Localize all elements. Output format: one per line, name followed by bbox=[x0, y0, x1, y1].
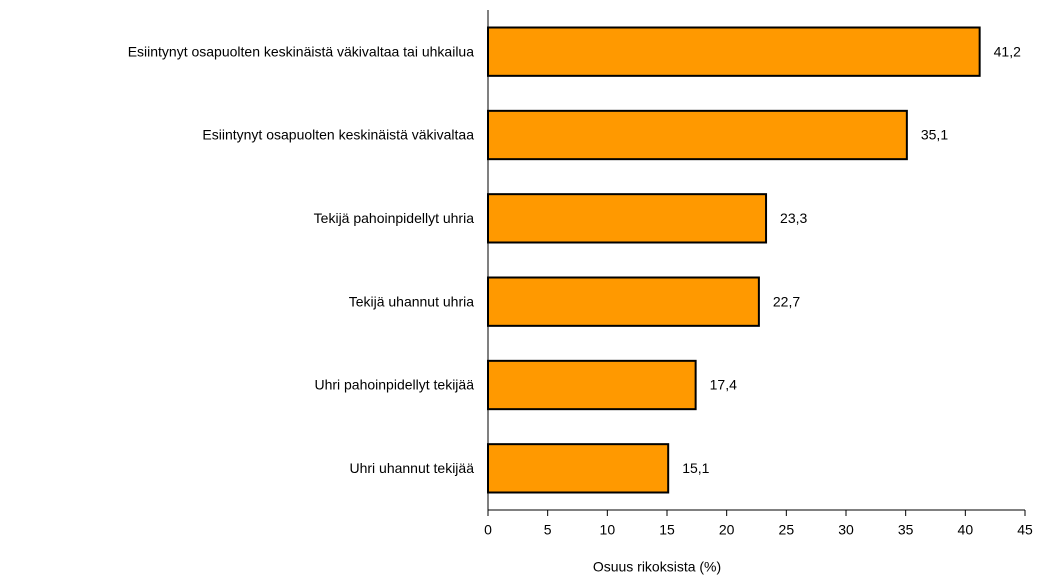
value-label: 23,3 bbox=[780, 210, 807, 226]
value-label: 15,1 bbox=[682, 460, 709, 476]
x-tick-label: 5 bbox=[544, 522, 552, 538]
x-tick-label: 0 bbox=[484, 522, 492, 538]
y-tick-label: Uhri uhannut tekijää bbox=[349, 460, 474, 476]
value-label: 35,1 bbox=[921, 127, 948, 143]
value-label: 22,7 bbox=[773, 293, 800, 309]
x-tick-label: 30 bbox=[838, 522, 854, 538]
value-label: 41,2 bbox=[994, 43, 1021, 59]
bar bbox=[487, 109, 908, 161]
value-label: 17,4 bbox=[710, 377, 737, 393]
x-tick-label: 20 bbox=[719, 522, 735, 538]
x-tick-label: 45 bbox=[1017, 522, 1033, 538]
bar bbox=[487, 276, 760, 327]
x-tick-label: 10 bbox=[600, 522, 616, 538]
y-tick-label: Tekijä uhannut uhria bbox=[349, 293, 475, 309]
y-tick-label: Tekijä pahoinpidellyt uhria bbox=[314, 210, 475, 226]
x-tick-label: 25 bbox=[779, 522, 795, 538]
x-axis-label: Osuus rikoksista (%) bbox=[593, 559, 721, 575]
y-tick-label: Esiintynyt osapuolten keskinäistä väkiva… bbox=[202, 127, 474, 143]
bar bbox=[487, 359, 697, 411]
y-tick-label: Uhri pahoinpidellyt tekijää bbox=[314, 377, 474, 393]
x-tick-label: 15 bbox=[659, 522, 675, 538]
bar bbox=[487, 193, 768, 244]
x-tick-label: 35 bbox=[898, 522, 914, 538]
y-tick-label: Esiintynyt osapuolten keskinäistä väkiva… bbox=[128, 43, 475, 59]
bar bbox=[487, 443, 670, 494]
bar bbox=[487, 26, 981, 77]
x-tick-label: 40 bbox=[958, 522, 974, 538]
